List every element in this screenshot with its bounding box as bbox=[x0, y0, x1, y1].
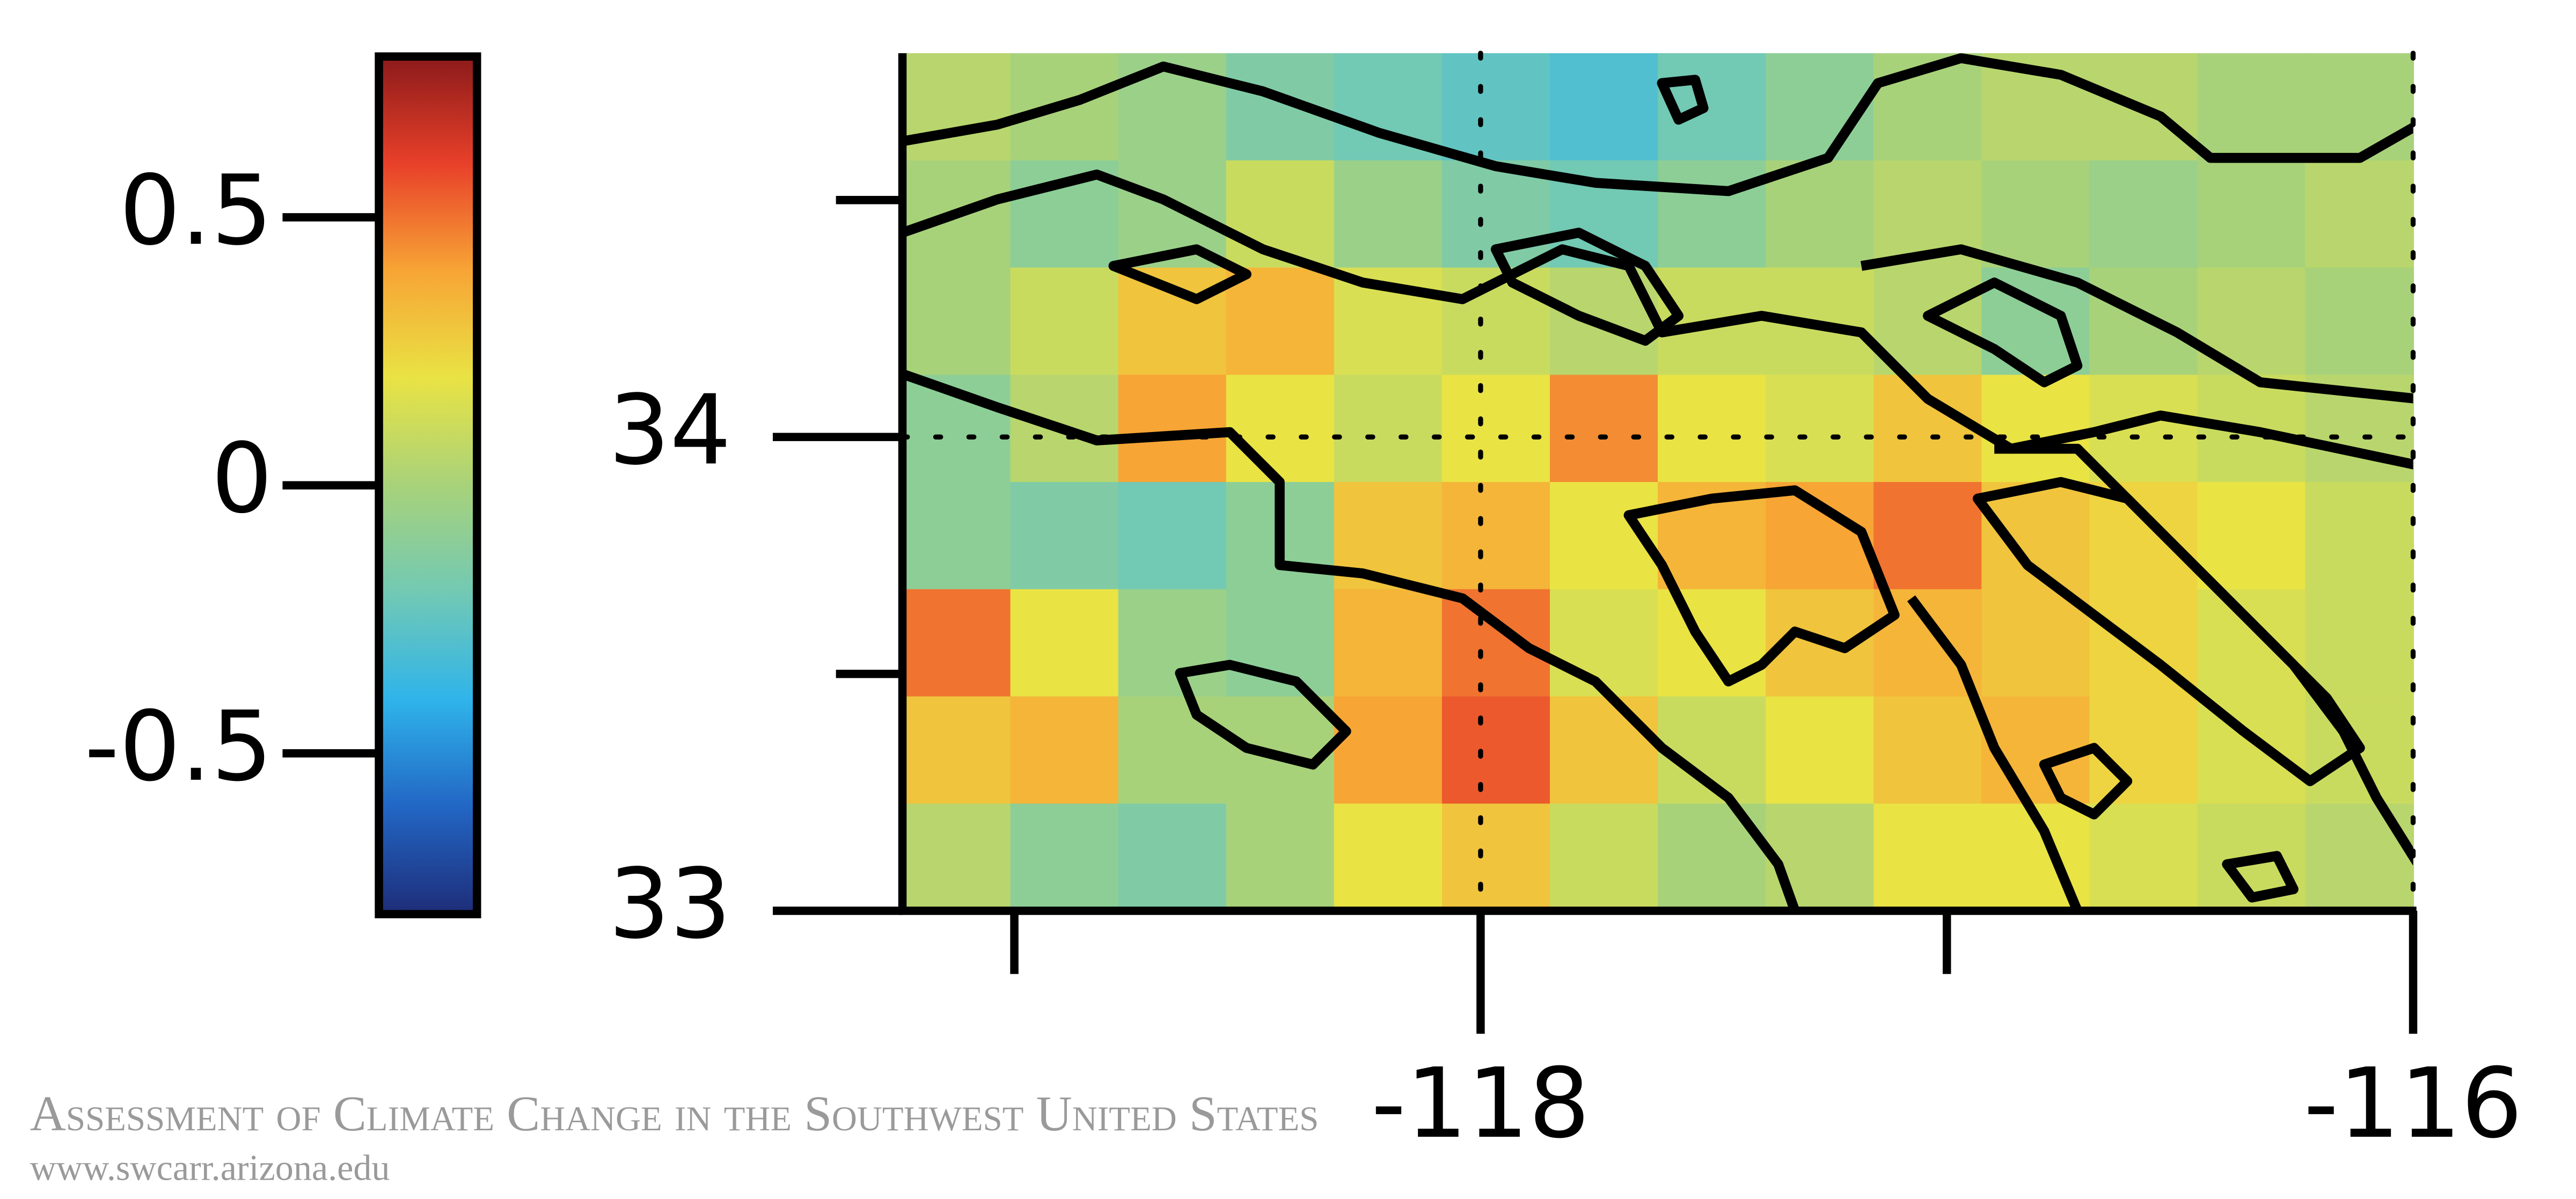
heat-cell bbox=[1010, 696, 1119, 805]
heat-cell bbox=[2305, 160, 2414, 269]
axes: 33 34 -118 -116 bbox=[609, 53, 2522, 1160]
heat-cell bbox=[1441, 803, 1551, 912]
heat-cell bbox=[2089, 696, 2198, 805]
heat-cell bbox=[1334, 160, 1443, 269]
heat-cell bbox=[1874, 803, 1982, 912]
contour bbox=[1994, 443, 2413, 866]
heat-cell bbox=[1766, 375, 1875, 483]
heat-cell bbox=[1118, 589, 1227, 698]
watermark-url: www.swcarr.arizona.edu bbox=[30, 1147, 390, 1188]
heat-cell bbox=[1874, 696, 1982, 805]
heat-cell bbox=[2197, 589, 2306, 698]
contour bbox=[1860, 244, 2413, 404]
contour bbox=[902, 369, 1800, 911]
heat-cell bbox=[2197, 160, 2306, 269]
heat-cell bbox=[1549, 375, 1659, 483]
contours bbox=[902, 53, 2413, 911]
heat-cell bbox=[1334, 375, 1443, 483]
heat-cell bbox=[1766, 482, 1875, 590]
colorbar: -0.5 0 0.5 bbox=[84, 52, 481, 918]
heat-cell bbox=[2305, 267, 2414, 376]
heat-cell bbox=[1441, 696, 1551, 805]
heat-cell bbox=[902, 696, 1012, 805]
heat-cell bbox=[1874, 482, 1982, 590]
heat-cell bbox=[1441, 53, 1551, 162]
heat-cell bbox=[2305, 589, 2414, 698]
heat-cell bbox=[2305, 803, 2414, 912]
heat-cell bbox=[1658, 589, 1767, 698]
contour bbox=[1108, 244, 1252, 304]
heat-cell bbox=[1549, 803, 1659, 912]
heat-cell bbox=[1010, 803, 1119, 912]
contour bbox=[1907, 595, 2082, 911]
heat-cell bbox=[1334, 696, 1443, 805]
heat-cell bbox=[1981, 160, 2090, 269]
heat-cell bbox=[2089, 803, 2198, 912]
heatmap bbox=[902, 53, 2414, 912]
heat-cell bbox=[1766, 696, 1875, 805]
heat-cell bbox=[2305, 482, 2414, 590]
heat-cell bbox=[2305, 53, 2414, 162]
contour bbox=[2039, 743, 2133, 820]
heat-cell bbox=[902, 53, 1012, 162]
heat-cell bbox=[1010, 267, 1119, 376]
y-tick-label: 33 bbox=[609, 848, 731, 960]
heat-cell bbox=[1010, 482, 1119, 590]
heat-cell bbox=[1981, 375, 2090, 483]
contour bbox=[1623, 485, 1900, 686]
heat-cell bbox=[902, 803, 1012, 912]
heat-cell bbox=[1010, 589, 1119, 698]
heat-cell bbox=[1549, 53, 1659, 162]
heat-cell bbox=[1549, 589, 1659, 698]
heat-cell bbox=[1874, 375, 1982, 483]
colorbar-tick-label: -0.5 bbox=[84, 691, 272, 803]
heat-cell bbox=[1118, 482, 1227, 590]
contour bbox=[2222, 851, 2299, 903]
heat-cell bbox=[902, 482, 1012, 590]
heat-cell bbox=[1226, 267, 1335, 376]
contour bbox=[1657, 75, 1709, 125]
heat-cell bbox=[1226, 375, 1335, 483]
heat-cell bbox=[1766, 803, 1875, 912]
heat-cell bbox=[1118, 267, 1227, 376]
heat-cell bbox=[2089, 160, 2198, 269]
contour bbox=[902, 169, 2413, 470]
heat-cell bbox=[1766, 160, 1875, 269]
heat-cell bbox=[1549, 696, 1659, 805]
x-tick-label: -116 bbox=[2304, 1048, 2523, 1160]
heat-cell bbox=[2089, 267, 2198, 376]
heat-cell bbox=[1658, 375, 1767, 483]
colorbar-tick-label: 0 bbox=[211, 423, 273, 535]
contour bbox=[1490, 228, 1684, 346]
heat-cell bbox=[1118, 696, 1227, 805]
heat-cell bbox=[1441, 589, 1551, 698]
heat-cell bbox=[1226, 803, 1335, 912]
heat-cell bbox=[1334, 589, 1443, 698]
contour bbox=[902, 53, 2413, 196]
contour bbox=[1922, 277, 2083, 388]
heat-cell bbox=[902, 589, 1012, 698]
watermark-title: Assessment of Climate Change in the Sout… bbox=[30, 1086, 1319, 1142]
heat-cell bbox=[1118, 803, 1227, 912]
heat-cell bbox=[1334, 803, 1443, 912]
heat-cell bbox=[2197, 53, 2306, 162]
heat-cell bbox=[2197, 482, 2306, 590]
heat-cell bbox=[2089, 482, 2198, 590]
contour bbox=[1175, 660, 1351, 770]
colorbar-tick-label: 0.5 bbox=[119, 155, 273, 267]
heat-cell bbox=[1441, 482, 1551, 590]
heat-cell bbox=[1981, 589, 2090, 698]
y-tick-label: 34 bbox=[609, 375, 731, 487]
heat-cell bbox=[1658, 160, 1767, 269]
x-tick-label: -118 bbox=[1371, 1048, 1590, 1160]
heat-cell bbox=[1441, 375, 1551, 483]
colorbar-gradient bbox=[375, 52, 481, 918]
heat-cell bbox=[902, 267, 1012, 376]
